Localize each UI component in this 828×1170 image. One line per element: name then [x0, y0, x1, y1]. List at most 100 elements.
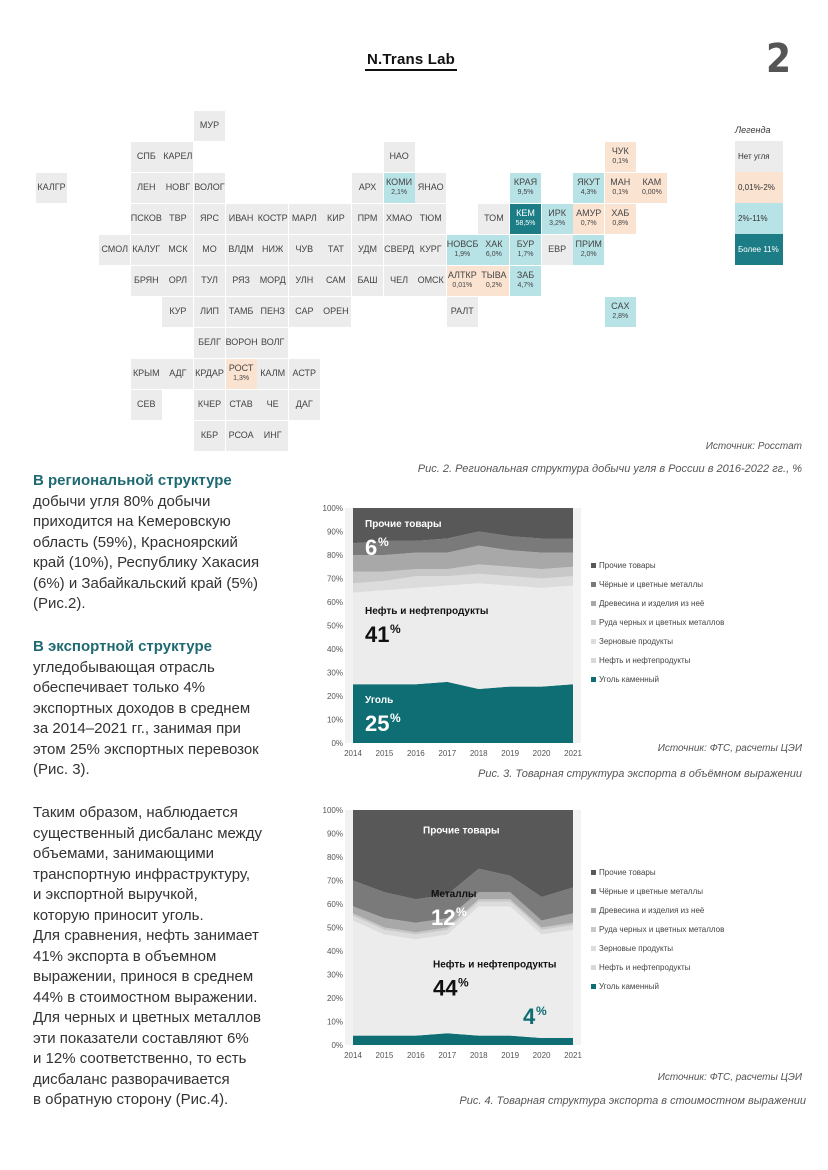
legend-label: Руда черных и цветных металлов [599, 925, 724, 934]
region-tile: БАШ [352, 266, 383, 296]
paragraph-regional: В региональной структуре добычи угля 80%… [33, 471, 308, 615]
region-tile: ЕВР [541, 235, 573, 265]
map-legend: Легенда Нет угля 0,01%-2% 2%-11% Более 11% [735, 125, 790, 265]
region-tile: ПРИМ 2,0% [573, 235, 605, 265]
region-code: ЧУВ [295, 244, 314, 254]
region-code: ВОЛГ [260, 337, 285, 347]
region-code: ХАК [485, 239, 503, 249]
region-tile: МУР [194, 111, 225, 141]
region-tile: ПСКОВ [130, 204, 162, 234]
region-tile: КРЫМ [130, 359, 162, 389]
region-code: КОСТР [257, 213, 288, 223]
region-tile: ЧУК 0,1% [604, 142, 636, 172]
region-tile: МОРД [257, 266, 289, 296]
region-share: 0,1% [612, 158, 629, 165]
region-code: ОРЕН [323, 306, 349, 316]
region-code: ПСКОВ [130, 213, 162, 223]
region-code: ТАМБ [228, 306, 254, 316]
region-code: КУР [169, 306, 187, 316]
y-tick-label: 40% [327, 645, 343, 654]
region-tile: МСК [162, 235, 194, 265]
region-code: РАЛТ [450, 306, 474, 316]
legend-label: Руда черных и цветных металлов [599, 618, 724, 627]
legend-swatch [591, 582, 596, 587]
region-code: КЧЕР [197, 399, 222, 409]
region-code: МУР [199, 120, 220, 130]
region-tile: КАЛГР [36, 173, 67, 203]
chart-volume-source: Источник: ФТС, расчеты ЦЭИ [657, 743, 802, 754]
region-tile: ВОРОН [225, 328, 258, 358]
region-share: 4,7% [517, 282, 534, 289]
region-code: РОСТ [228, 363, 254, 373]
paragraph-regional-body: добычи угля 80% добычи приходится на Кеме… [33, 492, 308, 615]
text-line: Для сравнения, нефть занимает [33, 927, 259, 944]
legend-swatch [591, 946, 596, 951]
area-series [353, 508, 573, 544]
region-tile: СПБ [130, 142, 162, 172]
region-code: БУР [516, 239, 535, 249]
region-tile: УДМ [352, 235, 383, 265]
text-line: приходится на Кемеровскую [33, 513, 231, 530]
text-line: Таким образом, наблюдается [33, 804, 238, 821]
y-tick-label: 50% [327, 622, 343, 631]
chart-value-source: Источник: ФТС, расчеты ЦЭИ [657, 1072, 802, 1083]
region-code: КОМИ [386, 177, 413, 187]
text-line: выражении, принося в среднем [33, 968, 254, 985]
region-code: УДМ [358, 244, 377, 254]
region-tile: КЧЕР [194, 390, 225, 420]
text-line: которую приносит уголь. [33, 906, 204, 924]
region-share: 2,0% [580, 251, 597, 258]
area-series [353, 681, 573, 743]
region-tile: СЕВ [130, 390, 162, 420]
region-tile: ХАК 6,0% [478, 235, 510, 265]
y-tick-label: 10% [327, 716, 343, 725]
region-tile: КУРГ [415, 235, 447, 265]
chart-annotation-value: 41 [365, 622, 389, 647]
region-share: 1,9% [454, 251, 471, 258]
region-code: БАШ [357, 275, 378, 285]
region-code: МАН [610, 177, 631, 187]
region-code: МОРД [259, 275, 286, 285]
region-code: МО [202, 244, 217, 254]
region-code: ЕВР [548, 244, 567, 254]
x-tick-label: 2019 [501, 749, 519, 758]
chart-annotation-percent: % [378, 535, 389, 549]
chart-annotation-value: 6 [365, 535, 377, 560]
region-tile: ОРЛ [162, 266, 194, 296]
legend-label: Уголь каменный [599, 675, 659, 684]
region-share: 1,7% [517, 251, 534, 258]
region-tile: РАЛТ [446, 297, 478, 327]
logo: N.Trans Lab [366, 51, 456, 68]
region-tile: ОМСК [415, 266, 447, 296]
region-share: 1,3% [233, 375, 250, 382]
y-tick-label: 70% [327, 877, 343, 886]
legend-swatch [591, 563, 596, 568]
area-series [353, 545, 573, 572]
region-tile: НОВГ [162, 173, 194, 203]
region-code: ВЛДМ [228, 244, 254, 254]
region-code: ПРМ [357, 213, 378, 223]
paragraph-export-heading: В экспортной структуре [33, 638, 212, 655]
region-tile: САР [288, 297, 320, 327]
region-code: ЗАБ [516, 270, 535, 280]
legend-label: Нефть и нефтепродукты [599, 656, 691, 665]
legend-label: Чёрные и цветные металлы [599, 887, 703, 896]
legend-swatch [591, 984, 596, 989]
export-volume-chart: 0% 10% 20% 30% 40% 50% 60% 70% 80% 90% 100% 2014 201… [323, 504, 725, 758]
region-tile: НАО [383, 142, 415, 172]
region-tile: БУР 1,7% [510, 235, 541, 265]
x-tick-label: 2020 [533, 1051, 551, 1060]
region-tile: КАЛУГ [130, 235, 162, 265]
region-tile: КОМИ 2,1% [383, 173, 415, 203]
x-tick-label: 2018 [470, 749, 488, 758]
region-code: ХМАО [385, 213, 413, 223]
x-tick-label: 2014 [344, 749, 362, 758]
region-tile: РОСТ 1,3% [225, 359, 257, 389]
area-series [353, 531, 573, 555]
text-line: (6%) и Забайкальский край (5%) [33, 574, 259, 592]
area-series [353, 810, 573, 900]
legend-label: Чёрные и цветные металлы [599, 580, 703, 589]
region-code: НОВГ [165, 182, 191, 192]
region-share: 6,0% [485, 251, 502, 258]
area-series [353, 892, 573, 933]
